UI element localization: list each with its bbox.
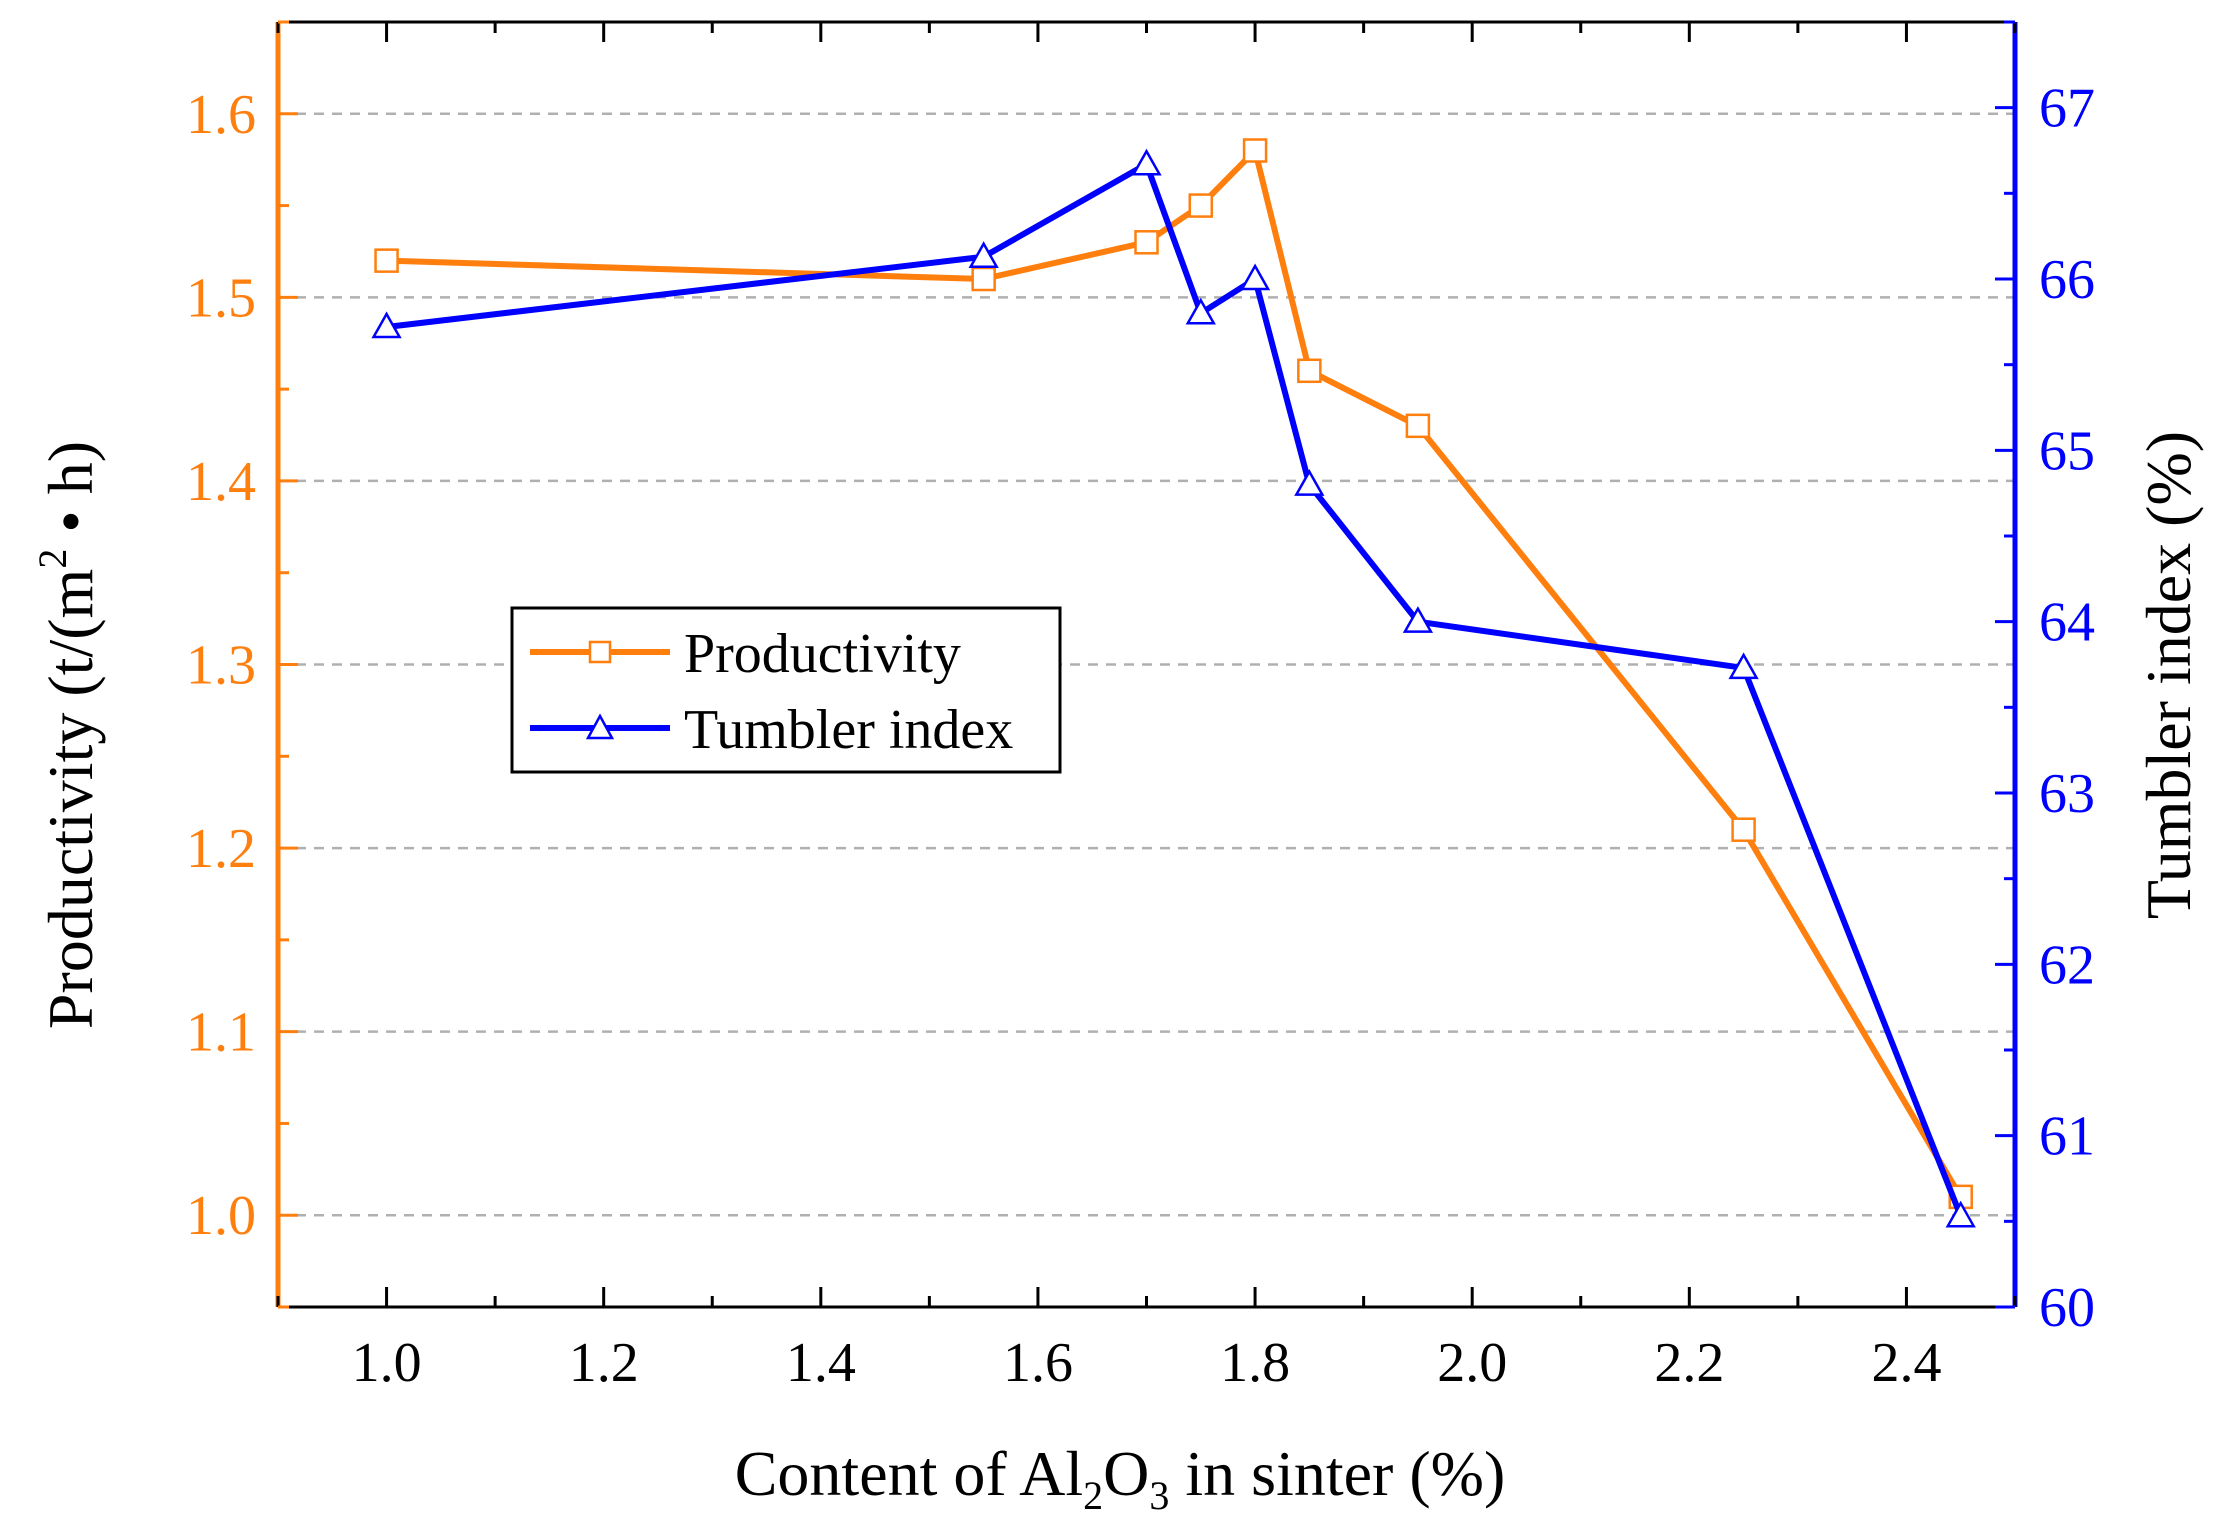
series-1-point-3 <box>1185 297 1216 325</box>
series-0-point-0 <box>374 248 399 273</box>
series-1-point-0 <box>371 311 402 339</box>
y-right-tick-label-6: 66 <box>2039 249 2095 311</box>
y-right-tick-label-2: 62 <box>2039 934 2095 996</box>
y-right-tick-label-5: 65 <box>2039 420 2095 482</box>
y-left-axis-title-part-2: • h) <box>35 441 106 549</box>
series-0-point-3 <box>1188 193 1214 218</box>
y-right-tick-label-4: 64 <box>2039 592 2095 654</box>
x-tick-label-7: 2.4 <box>1871 1332 1941 1394</box>
y-left-tick-label-5: 1.5 <box>186 267 256 329</box>
x-tick-label-0: 1.0 <box>352 1332 422 1394</box>
y-right-tick-label-0: 60 <box>2039 1277 2095 1339</box>
series-0-point-5 <box>1297 358 1322 384</box>
x-axis-title-part-3: in sinter (%) <box>1169 1438 1505 1509</box>
y-left-axis-title-part-1: Productivity (t/(m <box>35 569 106 1029</box>
series-0-point-2 <box>1134 230 1159 255</box>
x-axis-title-part-2: O <box>1103 1438 1149 1509</box>
y-right-tick-label-1: 61 <box>2039 1106 2095 1168</box>
y-left-tick-label-1: 1.1 <box>186 1002 256 1064</box>
axes <box>275 20 2018 1309</box>
x-tick-label-3: 1.6 <box>1003 1332 1073 1394</box>
series-1-point-2 <box>1131 148 1162 176</box>
y-left-tick-label-0: 1.0 <box>186 1185 256 1247</box>
tick-labels: 1.0 1.2 1.4 1.6 1.8 2.0 2.2 2.4 1.0 1.1 1.2 1.3 1.4 1… <box>186 78 2095 1394</box>
x-tick-label-2: 1.4 <box>786 1332 856 1394</box>
series-1-point-8 <box>1945 1200 1976 1228</box>
series-1-point-7 <box>1728 652 1759 680</box>
x-tick-label-4: 1.8 <box>1220 1332 1290 1394</box>
legend-tumbler-label: Tumbler index <box>684 699 1013 761</box>
y-left-axis-title-sup: 2 <box>30 549 75 569</box>
y-left-axis-title: Productivity (t/(m2 • h) <box>30 441 106 1029</box>
series-1-point-5 <box>1294 469 1325 496</box>
x-tick-label-6: 2.2 <box>1654 1332 1724 1394</box>
y-left-tick-label-6: 1.6 <box>186 84 256 146</box>
series-0-point-6 <box>1405 413 1431 439</box>
legend-productivity-label: Productivity <box>684 623 961 685</box>
legend-tumbler-marker <box>585 713 615 740</box>
x-tick-label-1: 1.2 <box>569 1332 639 1394</box>
x-axis-title-part-1: Content of Al <box>735 1438 1083 1509</box>
series <box>371 138 1976 1228</box>
series-0-point-1 <box>971 266 996 292</box>
legend: Productivity Tumbler index <box>510 606 1062 774</box>
x-tick-label-5: 2.0 <box>1437 1332 1507 1394</box>
y-left-tick-label-4: 1.4 <box>186 451 256 513</box>
series-0-point-4 <box>1242 138 1268 163</box>
series-0-point-7 <box>1731 817 1756 842</box>
legend-productivity-marker <box>588 640 612 664</box>
series-1-point-1 <box>968 241 999 268</box>
y-left-tick-label-2: 1.2 <box>186 818 256 880</box>
series-1-point-4 <box>1239 263 1271 291</box>
x-axis-title: Content of Al2O3 in sinter (%) <box>735 1438 1506 1518</box>
x-axis-title-sub-1: 2 <box>1083 1473 1103 1518</box>
y-left-tick-label-3: 1.3 <box>186 635 256 697</box>
y-right-axis-title: Tumbler index (%) <box>2133 431 2204 919</box>
series-1-point-6 <box>1402 606 1434 633</box>
legend-box <box>510 606 1062 774</box>
y-right-tick-label-7: 67 <box>2039 78 2095 140</box>
y-right-tick-label-3: 63 <box>2039 763 2095 825</box>
x-axis-title-sub-2: 3 <box>1149 1473 1169 1518</box>
